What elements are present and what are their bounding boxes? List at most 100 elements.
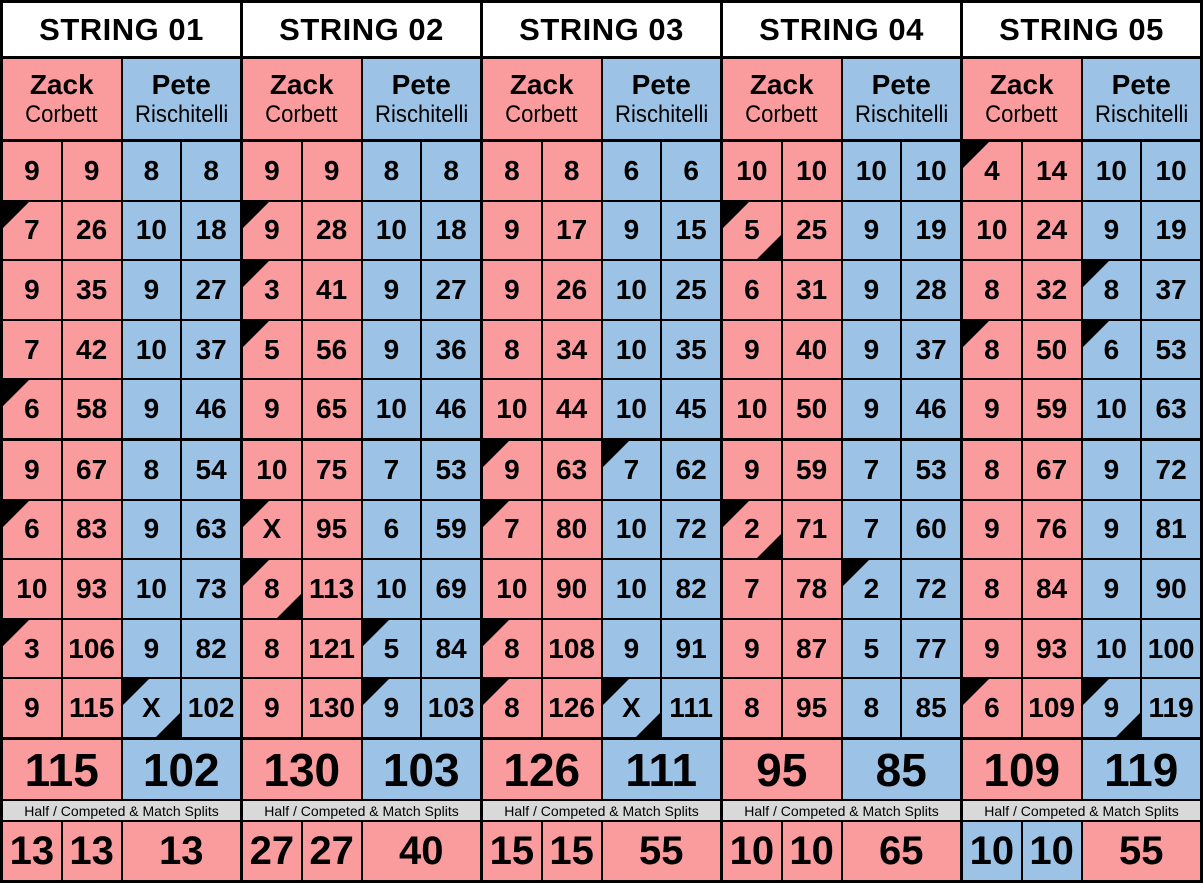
running-total-cell: 69 <box>422 560 480 618</box>
round-score-cell: 6 <box>362 500 421 559</box>
score-row: 8 108 9 91 <box>483 619 720 678</box>
running-total-cell: 46 <box>422 380 480 438</box>
round-score-cell: X <box>122 679 181 737</box>
score-row: 9 40 9 37 <box>723 320 960 379</box>
final-totals-row: 109 119 <box>963 740 1200 799</box>
round-score-cell: 9 <box>243 142 301 200</box>
running-total-cell: 63 <box>542 440 601 499</box>
splits-row: 15 15 55 <box>483 822 720 880</box>
round-score-cell: 6 <box>3 380 61 438</box>
running-total-cell: 93 <box>1022 619 1081 678</box>
round-score-cell: 7 <box>362 440 421 499</box>
running-total-cell: 111 <box>662 679 720 737</box>
round-score-cell: 9 <box>483 261 541 319</box>
string-column: STRING 03 Zack Corbett Pete Rischitelli … <box>483 3 720 880</box>
match-split-value-cell: 13 <box>122 822 240 880</box>
round-score-cell: 10 <box>602 320 661 379</box>
running-total-cell: 28 <box>902 261 960 319</box>
round-score-cell: 8 <box>483 142 541 200</box>
score-row: 9 26 10 25 <box>483 261 720 319</box>
running-total-cell: 46 <box>902 380 960 438</box>
round-score-cell: 9 <box>483 201 541 260</box>
running-total-cell: 58 <box>62 380 121 438</box>
round-score-cell: 5 <box>362 619 421 678</box>
score-row: 8 126 X 111 <box>483 679 720 737</box>
player-name-cell: Zack Corbett <box>963 59 1081 139</box>
round-score-cell: 10 <box>3 560 61 618</box>
round-score-cell: 8 <box>362 142 421 200</box>
round-score-cell: 9 <box>602 201 661 260</box>
round-score-cell: 7 <box>3 201 61 260</box>
round-score-cell: 7 <box>723 560 781 618</box>
score-row: 9 59 7 53 <box>723 440 960 499</box>
running-total-cell: 10 <box>1142 142 1200 200</box>
player-last-name: Rischitelli <box>134 101 228 129</box>
player-first-name: Pete <box>151 69 211 101</box>
round-score-cell: 3 <box>243 261 301 319</box>
string-header-cell: STRING 01 <box>3 3 240 56</box>
running-total-cell: 37 <box>182 320 240 379</box>
score-row: 9 115 X 102 <box>3 679 240 737</box>
splits-header-label: Half / Competed & Match Splits <box>264 802 459 819</box>
string-header-cell: STRING 05 <box>963 3 1200 56</box>
score-rows: 10 10 10 10 5 25 9 19 6 31 9 28 9 40 9 37 10 50 9 46 9 59 7 53 2… <box>723 142 960 737</box>
match-split-value-cell: 40 <box>362 822 480 880</box>
score-rows: 8 8 6 6 9 17 9 15 9 26 10 25 8 34 10 35 10 44 10 45 9 63 7 62 7 8… <box>483 142 720 737</box>
player-first-name: Zack <box>29 69 94 101</box>
running-total-cell: 59 <box>782 440 841 499</box>
running-total-cell: 91 <box>662 619 720 678</box>
score-row: 9 35 9 27 <box>3 261 240 319</box>
running-total-cell: 6 <box>662 142 720 200</box>
round-score-cell: 8 <box>842 679 901 737</box>
running-total-cell: 85 <box>902 679 960 737</box>
player-first-name: Zack <box>269 69 334 101</box>
round-score-cell: 9 <box>122 500 181 559</box>
round-score-cell: 9 <box>122 619 181 678</box>
score-row: 8 95 8 85 <box>723 679 960 737</box>
player-last-name: Rischitelli <box>854 101 948 129</box>
score-row: 9 63 7 62 <box>483 440 720 499</box>
running-total-cell: 67 <box>1022 440 1081 499</box>
running-total-cell: 83 <box>62 500 121 559</box>
running-total-cell: 44 <box>542 380 601 438</box>
round-score-cell: 7 <box>483 500 541 559</box>
running-total-cell: 10 <box>782 142 841 200</box>
running-total-cell: 35 <box>62 261 121 319</box>
round-score-cell: 4 <box>963 142 1021 200</box>
round-score-cell: 10 <box>122 320 181 379</box>
running-total-cell: 77 <box>902 619 960 678</box>
split-value-cell: 10 <box>1022 822 1081 880</box>
round-score-cell: 9 <box>483 440 541 499</box>
splits-header-label: Half / Competed & Match Splits <box>24 802 219 819</box>
final-total-cell: 102 <box>122 740 240 799</box>
splits-header: Half / Competed & Match Splits <box>963 801 1200 820</box>
round-score-cell: 9 <box>842 320 901 379</box>
string-column: STRING 05 Zack Corbett Pete Rischitelli … <box>963 3 1200 880</box>
player-first-name: Pete <box>391 69 451 101</box>
running-total-cell: 34 <box>542 320 601 379</box>
running-total-cell: 63 <box>182 500 240 559</box>
running-total-cell: 65 <box>302 380 361 438</box>
round-score-cell: 6 <box>963 679 1021 737</box>
score-row: 2 71 7 60 <box>723 500 960 559</box>
score-row: 8 67 9 72 <box>963 440 1200 499</box>
round-score-cell: 7 <box>842 440 901 499</box>
string-column: STRING 01 Zack Corbett Pete Rischitelli … <box>3 3 240 880</box>
final-totals-row: 95 85 <box>723 740 960 799</box>
running-total-cell: 18 <box>422 201 480 260</box>
score-row: 8 113 10 69 <box>243 560 480 618</box>
final-total-cell: 126 <box>483 740 601 799</box>
final-totals-row: 126 111 <box>483 740 720 799</box>
split-value-cell: 10 <box>963 822 1021 880</box>
score-row: 10 75 7 53 <box>243 440 480 499</box>
round-score-cell: 10 <box>602 261 661 319</box>
score-row: 9 17 9 15 <box>483 201 720 260</box>
running-total-cell: 76 <box>1022 500 1081 559</box>
running-total-cell: 18 <box>182 201 240 260</box>
split-value-cell: 27 <box>243 822 301 880</box>
round-score-cell: 10 <box>602 560 661 618</box>
player-name-cell: Zack Corbett <box>483 59 601 139</box>
score-row: 9 93 10 100 <box>963 619 1200 678</box>
running-total-cell: 19 <box>1142 201 1200 260</box>
